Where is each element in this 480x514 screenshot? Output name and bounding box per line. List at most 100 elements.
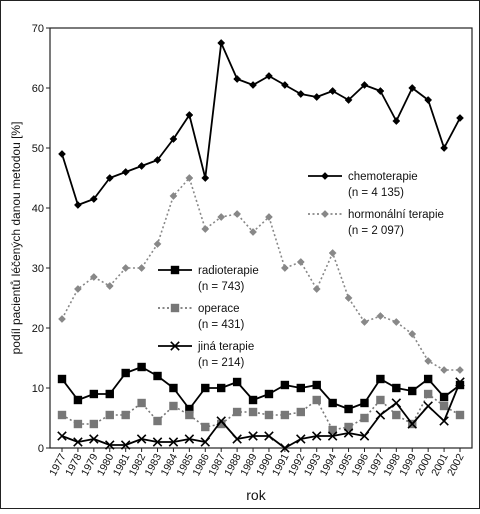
series-4-point	[360, 413, 369, 423]
series-4-point	[328, 425, 337, 435]
series-5-point	[168, 437, 179, 447]
series-2-point	[89, 273, 98, 281]
series-3-point	[232, 377, 242, 387]
series-2-point	[169, 192, 178, 200]
legend-entry-1: chemoterapie (n = 4 135)	[308, 171, 418, 199]
series-5-point	[232, 434, 242, 444]
series-1-point	[185, 111, 194, 119]
series-5-point	[216, 416, 226, 426]
series-group	[57, 39, 465, 453]
series-3-point	[121, 368, 130, 378]
series-2-point	[344, 294, 353, 302]
series-5-point-stroke	[89, 434, 99, 444]
series-4-point	[455, 410, 465, 420]
series-5-point-stroke	[280, 443, 290, 453]
series-3-point	[328, 398, 337, 408]
series-5-point	[439, 416, 449, 426]
series-1-point	[392, 117, 401, 125]
series-3-point	[360, 398, 369, 408]
legend-entry-1-name: chemoterapie	[348, 171, 418, 183]
series-4-point	[153, 416, 162, 426]
series-2-point	[185, 174, 194, 182]
series-2-point	[105, 282, 114, 290]
series-4-point	[201, 422, 210, 432]
series-5-point-stroke	[200, 437, 211, 447]
series-5-point-stroke	[423, 401, 433, 411]
series-5-point-stroke	[407, 419, 418, 429]
series-4-point	[439, 401, 449, 411]
series-5-point	[343, 428, 354, 438]
series-4-point	[264, 410, 274, 420]
series-5-point	[455, 377, 465, 387]
legend-entry-5-count: (n = 214)	[198, 357, 245, 369]
plot-area	[49, 27, 473, 449]
series-3-point	[137, 362, 146, 372]
series-5-point-stroke	[359, 431, 370, 441]
series-2-point	[265, 213, 273, 221]
series-3-point	[217, 383, 226, 393]
series-5-point	[296, 434, 306, 444]
series-5-point	[264, 431, 274, 441]
series-4-point	[312, 395, 321, 405]
series-5-point	[375, 410, 386, 420]
y-tick-label: 20	[32, 323, 44, 335]
series-4-point	[248, 407, 258, 417]
series-3-point	[296, 383, 305, 393]
series-5-point-stroke	[296, 434, 306, 444]
legend-entry-4-count: (n = 431)	[198, 319, 245, 331]
legend-entry-4-marker	[170, 303, 180, 313]
y-tick-label: 40	[32, 203, 44, 215]
series-4-point	[137, 398, 146, 408]
series-2-point	[201, 225, 210, 233]
series-1-point	[408, 84, 417, 92]
legend-entry-3-count: (n = 743)	[198, 281, 245, 293]
series-5-point	[327, 431, 338, 441]
series-4-point	[73, 419, 83, 429]
series-3-point	[312, 380, 321, 390]
series-5-point	[391, 398, 402, 408]
series-3-point	[408, 386, 417, 396]
series-2-point	[328, 249, 337, 257]
legend: chemoterapie (n = 4 135) hormonální terapi…	[158, 171, 444, 369]
series-5-point-stroke	[455, 377, 465, 387]
series-4-point	[423, 389, 433, 399]
series-5-point	[89, 434, 99, 444]
series-4-point	[121, 410, 130, 420]
series-5-point-stroke	[73, 437, 83, 447]
series-4-point	[280, 410, 290, 420]
series-2	[58, 174, 464, 374]
series-5	[57, 377, 465, 453]
series-4-point	[296, 407, 305, 417]
series-2-point	[360, 318, 369, 326]
series-2-point	[233, 210, 242, 218]
legend-entry-3-name: radioterapie	[198, 265, 259, 277]
series-5-point	[73, 437, 83, 447]
series-5-point-stroke	[216, 416, 226, 426]
series-1-point	[58, 150, 66, 158]
y-tick-label: 70	[32, 23, 44, 35]
series-3-point	[73, 395, 83, 405]
series-2-point	[296, 258, 305, 266]
series-1	[58, 39, 464, 209]
series-1-point	[249, 81, 257, 89]
series-5-point	[136, 434, 147, 444]
series-3-point	[439, 392, 449, 402]
series-5-point	[359, 431, 370, 441]
series-2-point	[456, 366, 464, 374]
y-axis-label: podíl pacientů léčených danou metodou [%…	[9, 122, 23, 355]
series-1-point	[233, 75, 242, 83]
series-5-point-stroke	[311, 431, 322, 441]
series-3-point	[185, 404, 194, 414]
series-1-point	[456, 114, 464, 122]
series-5-point-stroke	[264, 431, 274, 441]
series-3-point	[455, 380, 465, 390]
series-5-point-stroke	[232, 434, 242, 444]
series-2-point	[376, 312, 385, 320]
series-1-point	[280, 81, 289, 89]
series-3-point	[169, 383, 178, 393]
series-5-point-stroke	[327, 431, 338, 441]
series-1-point	[217, 39, 226, 47]
legend-entry-3: radioterapie (n = 743)	[158, 265, 259, 293]
